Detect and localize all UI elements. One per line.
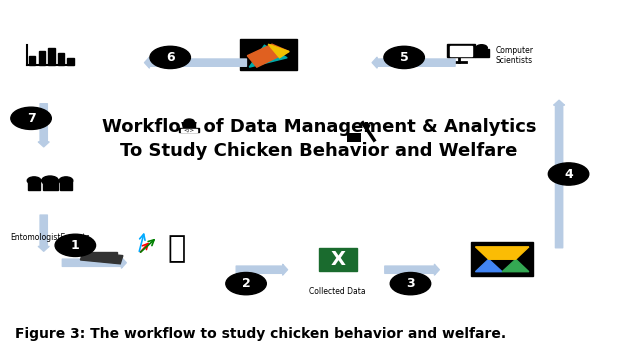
Text: 2: 2 bbox=[242, 277, 250, 290]
Text: X: X bbox=[330, 250, 345, 269]
Bar bbox=[475, 49, 488, 57]
Bar bbox=[471, 242, 533, 276]
Bar bbox=[183, 122, 195, 128]
Polygon shape bbox=[476, 259, 502, 272]
Polygon shape bbox=[502, 259, 529, 272]
Polygon shape bbox=[362, 123, 370, 131]
Text: Figure 3: The workflow to study chicken behavior and welfare.: Figure 3: The workflow to study chicken … bbox=[15, 327, 506, 341]
Circle shape bbox=[28, 177, 41, 184]
Bar bbox=[240, 39, 297, 70]
Circle shape bbox=[390, 272, 431, 295]
Text: Collected Data: Collected Data bbox=[310, 287, 366, 296]
Bar bbox=[447, 45, 476, 57]
Bar bbox=[81, 252, 123, 264]
Circle shape bbox=[42, 176, 58, 185]
Circle shape bbox=[150, 46, 191, 69]
Text: 3: 3 bbox=[406, 277, 415, 290]
Bar bbox=[450, 46, 472, 56]
Circle shape bbox=[55, 234, 95, 256]
Circle shape bbox=[184, 119, 194, 125]
Text: 🐔: 🐔 bbox=[168, 234, 186, 263]
Bar bbox=[29, 56, 35, 65]
Bar bbox=[181, 129, 197, 132]
Text: 1: 1 bbox=[71, 239, 80, 252]
Bar bbox=[48, 48, 54, 65]
Circle shape bbox=[548, 163, 589, 185]
Text: Computer
Scientists: Computer Scientists bbox=[496, 46, 534, 65]
Circle shape bbox=[59, 177, 73, 184]
Bar bbox=[58, 53, 64, 65]
Bar bbox=[319, 248, 357, 271]
Text: </>: </> bbox=[184, 128, 195, 133]
Bar bbox=[39, 51, 45, 65]
Bar bbox=[93, 252, 117, 259]
Polygon shape bbox=[247, 44, 289, 67]
Circle shape bbox=[226, 272, 266, 295]
Text: 7: 7 bbox=[27, 112, 35, 125]
Text: Workflow of Data Management & Analytics
To Study Chicken Behavior and Welfare: Workflow of Data Management & Analytics … bbox=[102, 118, 536, 160]
Text: 6: 6 bbox=[166, 51, 175, 64]
Text: EntomologistExperts: EntomologistExperts bbox=[10, 233, 90, 242]
Circle shape bbox=[11, 107, 51, 129]
Circle shape bbox=[384, 46, 424, 69]
Bar bbox=[28, 181, 40, 190]
Polygon shape bbox=[249, 45, 287, 67]
Polygon shape bbox=[476, 247, 529, 259]
Bar bbox=[347, 133, 362, 142]
Circle shape bbox=[476, 45, 487, 51]
Bar bbox=[179, 128, 199, 132]
Polygon shape bbox=[268, 44, 289, 58]
Text: 5: 5 bbox=[400, 51, 408, 64]
Bar bbox=[67, 57, 74, 65]
Bar bbox=[42, 181, 58, 190]
Text: 4: 4 bbox=[564, 167, 573, 181]
Bar bbox=[60, 181, 72, 190]
